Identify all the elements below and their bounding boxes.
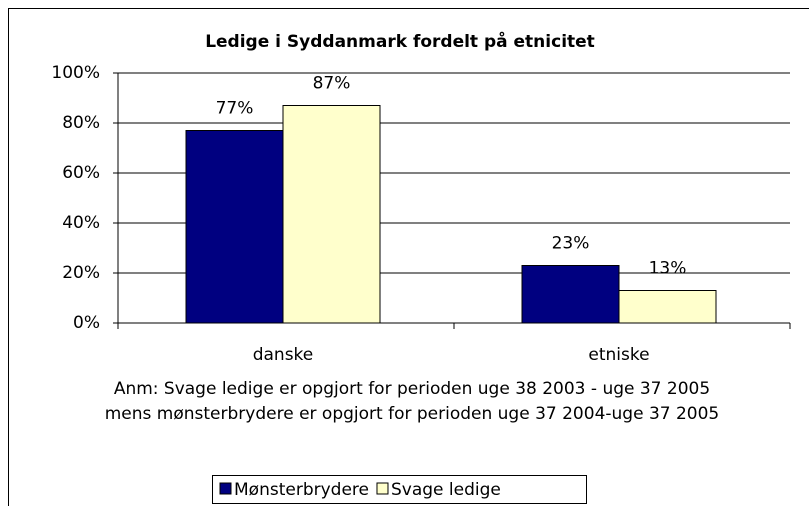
y-tick-label: 60% xyxy=(62,163,100,183)
annotation: mens mønsterbrydere er opgjort for perio… xyxy=(105,404,720,424)
data-label: 87% xyxy=(313,74,351,94)
y-tick-label: 100% xyxy=(51,63,100,83)
data-label: 77% xyxy=(216,99,254,119)
y-tick-label: 20% xyxy=(62,263,100,283)
bar xyxy=(185,130,284,324)
y-tick-label: 40% xyxy=(62,213,100,233)
data-label: 23% xyxy=(552,234,590,254)
y-tick-label: 0% xyxy=(73,313,100,333)
data-label: 13% xyxy=(649,259,687,279)
legend-label: Mønsterbrydere xyxy=(234,480,369,500)
legend-label: Svage ledige xyxy=(391,480,501,500)
legend-swatch xyxy=(219,482,232,495)
annotation: Anm: Svage ledige er opgjort for periode… xyxy=(114,379,710,399)
chart-title: Ledige i Syddanmark fordelt på etnicitet xyxy=(205,30,595,52)
x-tick-label: danske xyxy=(253,345,314,365)
x-tick-label: etniske xyxy=(588,345,649,365)
legend-box xyxy=(212,475,587,504)
chart-frame xyxy=(8,8,809,506)
legend-swatch xyxy=(376,482,389,495)
bar xyxy=(282,105,381,324)
bar xyxy=(521,265,620,324)
bar xyxy=(618,290,717,324)
y-tick-label: 80% xyxy=(62,113,100,133)
